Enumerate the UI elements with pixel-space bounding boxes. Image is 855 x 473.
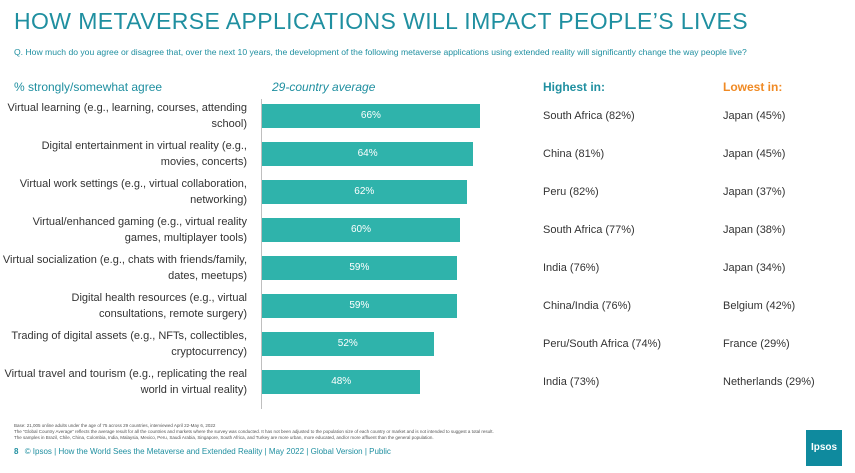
chart-axis-line [261, 99, 262, 409]
lowest-country: Japan (45%) [723, 110, 786, 122]
bar-value-label: 59% [349, 300, 370, 311]
average-header: 29-country average [272, 80, 376, 94]
category-label: Virtual learning (e.g., learning, course… [7, 102, 248, 130]
highest-country: China (81%) [543, 148, 605, 160]
lowest-country: Belgium (42%) [723, 300, 796, 312]
bar [262, 218, 460, 242]
highest-country: Peru/South Africa (74%) [543, 338, 662, 350]
highest-country: India (73%) [543, 376, 600, 388]
highest-country: China/India (76%) [543, 300, 632, 312]
bar [262, 294, 457, 318]
bar-value-label: 62% [354, 186, 375, 197]
chart-row: Digital health resources (e.g., virtual … [0, 290, 855, 328]
bar-value-label: 52% [337, 338, 358, 349]
ipsos-logo: Ipsos [806, 430, 842, 466]
bar-value-label: 48% [331, 376, 352, 387]
highest-country: Peru (82%) [543, 186, 599, 198]
survey-question: Q. How much do you agree or disagree tha… [14, 47, 747, 57]
category-label: Digital entertainment in virtual reality… [41, 140, 247, 168]
bar [262, 256, 457, 280]
lowest-country: Japan (37%) [723, 186, 786, 198]
category-label: Virtual/enhanced gaming (e.g., virtual r… [32, 216, 247, 244]
chart-row: Virtual travel and tourism (e.g., replic… [0, 366, 855, 404]
chart-row: Virtual learning (e.g., learning, course… [0, 100, 855, 138]
category-label: Virtual travel and tourism (e.g., replic… [4, 368, 247, 396]
lowest-country: Netherlands (29%) [723, 376, 815, 388]
chart-row: Digital entertainment in virtual reality… [0, 138, 855, 176]
chart-row: Virtual socialization (e.g., chats with … [0, 252, 855, 290]
footer: 8 © Ipsos | How the World Sees the Metav… [14, 447, 391, 456]
base-note: Base: 21,005 online adults under the age… [14, 423, 494, 440]
highest-country: South Africa (77%) [543, 224, 635, 236]
lowest-country: France (29%) [723, 338, 790, 350]
highest-header: Highest in: [543, 80, 605, 94]
bar [262, 370, 421, 394]
lowest-country: Japan (34%) [723, 262, 786, 274]
bar [262, 104, 480, 128]
lowest-header: Lowest in: [723, 80, 783, 94]
footer-text: © Ipsos | How the World Sees the Metaver… [24, 447, 391, 456]
bar [262, 142, 474, 166]
bar-value-label: 59% [349, 262, 370, 273]
category-label: Trading of digital assets (e.g., NFTs, c… [11, 330, 247, 358]
chart-row: Virtual work settings (e.g., virtual col… [0, 176, 855, 214]
page-number: 8 [14, 447, 19, 456]
lowest-country: Japan (38%) [723, 224, 786, 236]
chart-row: Trading of digital assets (e.g., NFTs, c… [0, 328, 855, 366]
bar-value-label: 64% [357, 148, 378, 159]
bar [262, 180, 467, 204]
highest-country: South Africa (82%) [543, 110, 635, 122]
chart-row: Virtual/enhanced gaming (e.g., virtual r… [0, 214, 855, 252]
category-label: Virtual work settings (e.g., virtual col… [19, 178, 247, 206]
bar [262, 332, 434, 356]
highest-country: India (76%) [543, 262, 600, 274]
category-label: Digital health resources (e.g., virtual … [71, 292, 247, 320]
lowest-country: Japan (45%) [723, 148, 786, 160]
pct-header: % strongly/somewhat agree [14, 80, 163, 94]
page-title: HOW METAVERSE APPLICATIONS WILL IMPACT P… [14, 8, 748, 34]
bar-value-label: 66% [360, 110, 381, 121]
category-label: Virtual socialization (e.g., chats with … [2, 254, 247, 282]
bar-value-label: 60% [350, 224, 371, 235]
